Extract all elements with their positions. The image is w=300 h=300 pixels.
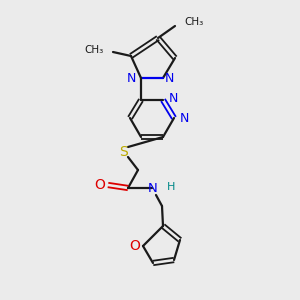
Text: H: H: [167, 182, 175, 192]
Text: O: O: [94, 178, 105, 192]
Text: N: N: [169, 92, 178, 104]
Text: N: N: [148, 182, 158, 194]
Text: S: S: [120, 145, 128, 159]
Text: CH₃: CH₃: [184, 17, 203, 27]
Text: N: N: [180, 112, 189, 124]
Text: N: N: [164, 71, 174, 85]
Text: N: N: [127, 71, 136, 85]
Text: CH₃: CH₃: [85, 45, 104, 55]
Text: O: O: [130, 239, 140, 253]
